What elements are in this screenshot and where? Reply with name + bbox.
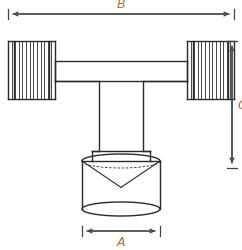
Text: C: C [237,98,242,112]
Text: A: A [117,235,125,248]
Text: B: B [117,0,125,11]
